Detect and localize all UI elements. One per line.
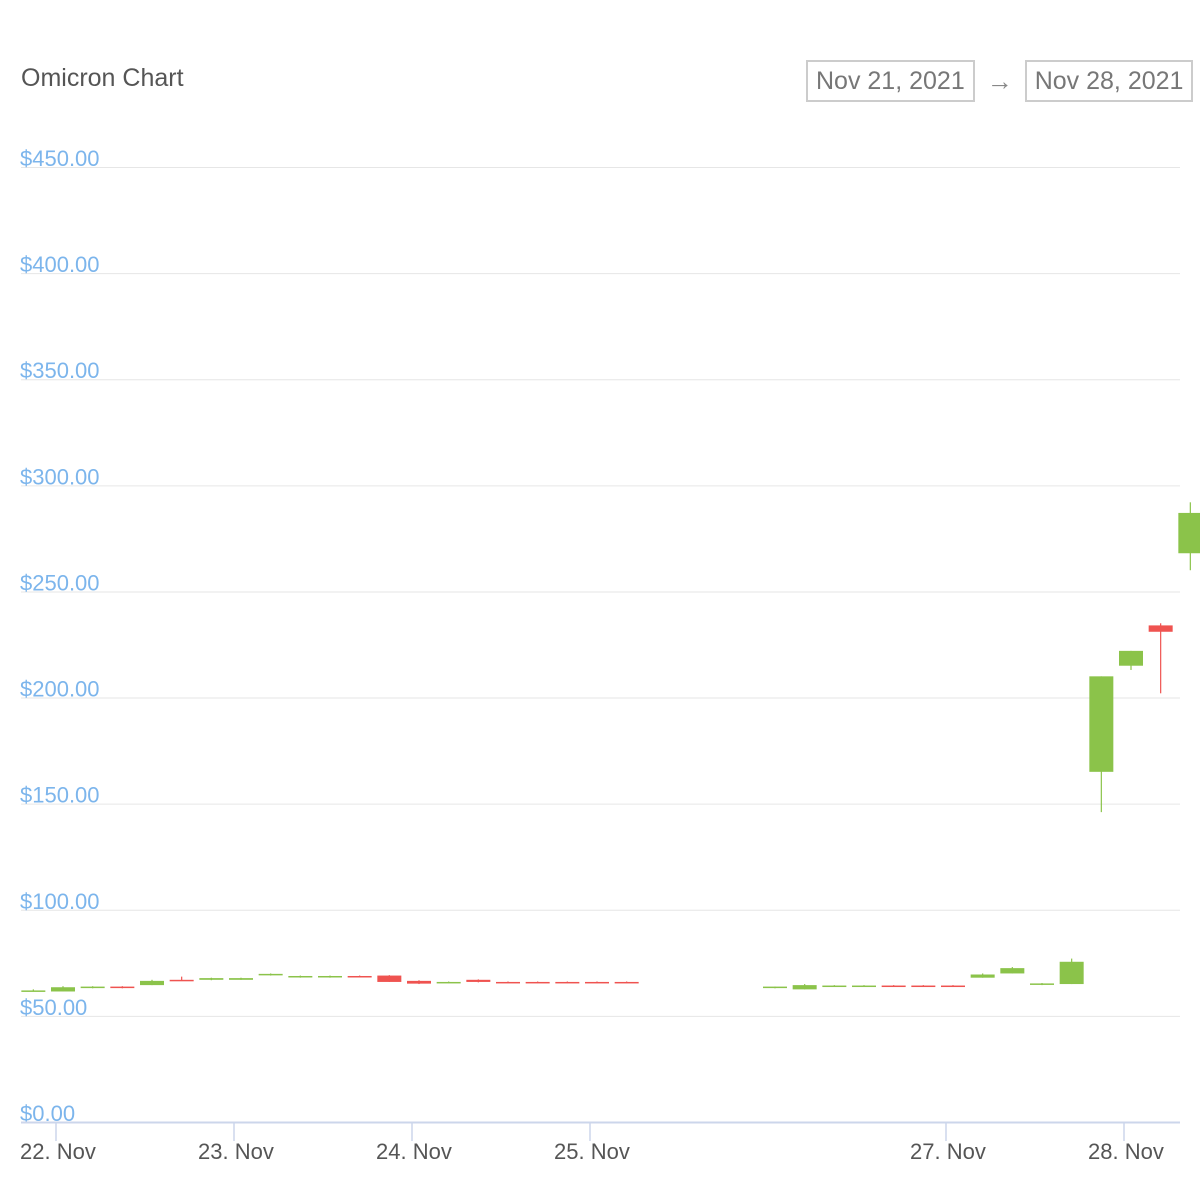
- candle-up: [1178, 502, 1200, 571]
- candle-down: [585, 981, 609, 984]
- x-tick-label: 27. Nov: [910, 1139, 986, 1164]
- candle-down: [407, 980, 431, 985]
- candle-body: [525, 981, 550, 984]
- y-tick-label: $450.00: [20, 146, 100, 171]
- y-tick-label: $200.00: [20, 677, 100, 702]
- grid-lines: [21, 167, 1180, 1017]
- candle-down: [1148, 623, 1173, 694]
- candle-body: [436, 981, 461, 984]
- candle-down: [169, 976, 194, 982]
- candle-body: [318, 975, 342, 978]
- candle-down: [555, 981, 580, 984]
- y-tick-label: $350.00: [20, 358, 100, 383]
- candle-up: [852, 985, 876, 988]
- candle-down: [110, 986, 135, 989]
- candle-down: [496, 981, 520, 984]
- x-tick-label: 22. Nov: [20, 1139, 96, 1164]
- y-tick-label: $250.00: [20, 570, 100, 595]
- candle-body: [407, 980, 431, 984]
- candle-down: [377, 975, 402, 982]
- candle-body: [1000, 968, 1025, 974]
- candle-up: [140, 979, 164, 986]
- candle-body: [21, 990, 46, 992]
- candle-body: [258, 973, 283, 976]
- candle-body: [496, 981, 520, 984]
- candle-body: [1059, 961, 1084, 985]
- x-axis: 22. Nov 23. Nov 24. Nov 25. Nov 27. Nov 28. N…: [20, 1121, 1180, 1164]
- candle-body: [140, 980, 164, 986]
- candle-up: [792, 984, 817, 990]
- candle-body: [911, 985, 936, 988]
- chart-title: Omicron Chart: [21, 64, 184, 92]
- y-tick-label: $400.00: [20, 252, 100, 277]
- candle-body: [763, 986, 787, 989]
- x-tick-label: 23. Nov: [198, 1139, 274, 1164]
- x-tick-label: 28. Nov: [1088, 1139, 1164, 1164]
- y-tick-label: $50.00: [20, 995, 87, 1020]
- x-tick-label: 25. Nov: [554, 1139, 630, 1164]
- candle-body: [970, 974, 995, 978]
- candle-body: [614, 981, 639, 984]
- candle-up: [436, 981, 461, 984]
- y-axis: $0.00$50.00$100.00$150.00$200.00$250.00$…: [20, 146, 100, 1126]
- candle-body: [881, 985, 906, 988]
- candle-up: [288, 975, 313, 978]
- candle-up: [1000, 967, 1025, 974]
- candle-body: [1089, 676, 1114, 772]
- candle-up: [229, 977, 253, 980]
- x-tick-label: 24. Nov: [376, 1139, 452, 1164]
- candle-down: [525, 981, 550, 984]
- candle-up: [258, 973, 283, 976]
- candle-up: [80, 986, 105, 989]
- y-tick-label: $300.00: [20, 464, 100, 489]
- candle-body: [1148, 625, 1173, 632]
- candle-up: [970, 973, 995, 978]
- candle-body: [110, 986, 135, 989]
- date-to-input[interactable]: Nov 28, 2021: [1024, 60, 1194, 102]
- candle-body: [80, 986, 105, 989]
- range-arrow-icon: →: [986, 65, 1013, 96]
- candle-body: [199, 978, 224, 980]
- candle-body: [466, 979, 491, 982]
- candle-body: [941, 985, 965, 988]
- candle-body: [288, 975, 313, 978]
- candle-up: [318, 975, 342, 978]
- candle-up: [21, 989, 46, 992]
- candle-body: [852, 985, 876, 988]
- candle-up: [1030, 982, 1054, 986]
- candle-body: [555, 981, 580, 984]
- date-from-input[interactable]: Nov 21, 2021: [806, 60, 975, 102]
- candle-up: [199, 977, 224, 981]
- candle-up: [763, 986, 787, 989]
- y-tick-label: $100.00: [20, 889, 100, 914]
- date-range: Nov 21, 2021 → Nov 28, 2021: [806, 60, 1194, 102]
- candle-body: [822, 985, 847, 988]
- candles: [21, 502, 1200, 992]
- candle-down: [881, 985, 906, 988]
- y-tick-label: $150.00: [20, 783, 100, 808]
- candle-up: [1119, 650, 1143, 670]
- candle-body: [377, 975, 402, 982]
- candle-body: [1119, 650, 1143, 666]
- candle-up: [822, 985, 847, 988]
- candle-up: [51, 986, 75, 992]
- candle-down: [614, 981, 639, 984]
- candle-body: [229, 978, 253, 980]
- candle-down: [911, 985, 936, 988]
- candle-up: [1089, 676, 1114, 813]
- candle-body: [585, 981, 609, 984]
- candle-down: [466, 979, 491, 983]
- candle-down: [347, 975, 372, 978]
- candle-body: [51, 987, 75, 992]
- candle-body: [792, 985, 817, 990]
- candle-body: [1030, 983, 1054, 985]
- candle-down: [941, 985, 965, 988]
- candle-body: [169, 979, 194, 982]
- candle-body: [347, 975, 372, 978]
- candle-up: [1059, 958, 1084, 985]
- candle-body: [1178, 512, 1200, 554]
